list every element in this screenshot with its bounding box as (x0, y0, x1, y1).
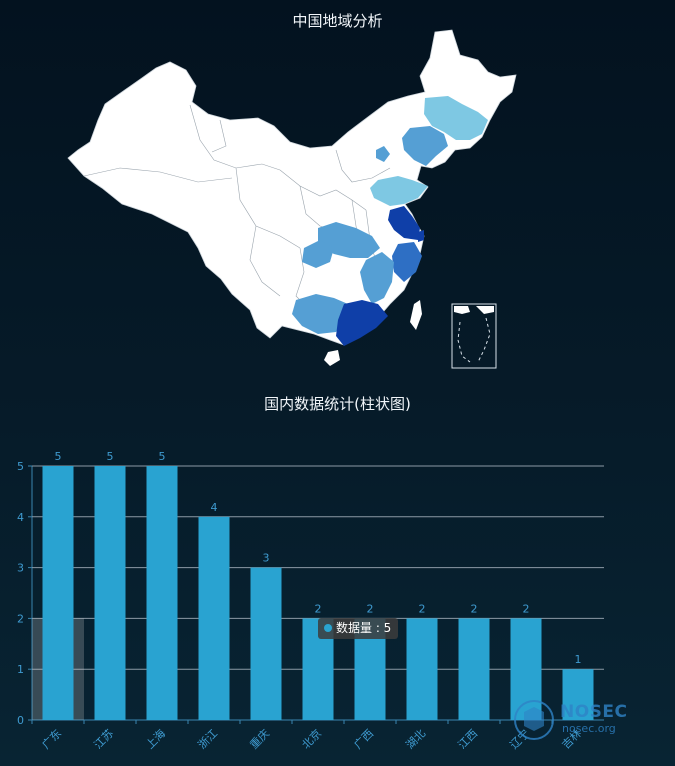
y-tick-label: 3 (17, 562, 24, 575)
x-tick-label: 广东 (39, 727, 64, 752)
bar[interactable] (458, 618, 490, 720)
bar-value-label: 2 (523, 602, 530, 615)
x-tick-label: 浙江 (195, 727, 220, 752)
bar-value-label: 2 (367, 602, 374, 615)
y-tick-label: 4 (17, 511, 24, 524)
watermark-brand: NOSEC (560, 702, 628, 722)
watermark-site: nosec.org (562, 722, 616, 735)
x-tick-label: 北京 (299, 726, 324, 751)
province-heilongjiang-jilin[interactable] (424, 96, 488, 140)
bar[interactable] (146, 466, 178, 720)
province-zhejiang[interactable] (392, 242, 422, 282)
bar[interactable] (42, 466, 74, 720)
bar-value-label: 2 (419, 602, 426, 615)
x-tick-label: 湖北 (403, 727, 428, 752)
province-guangdong[interactable] (336, 300, 388, 346)
province-shandong[interactable] (370, 176, 428, 206)
tooltip-marker-icon (324, 624, 332, 632)
x-tick-label: 上海 (143, 726, 168, 751)
bar[interactable] (198, 516, 230, 720)
bar[interactable] (94, 466, 126, 720)
tooltip-text: 数据量 : 5 (336, 621, 392, 635)
province-chongqing[interactable] (302, 240, 334, 268)
bar[interactable] (562, 669, 594, 720)
bar[interactable] (406, 618, 438, 720)
province-guangxi[interactable] (292, 294, 348, 334)
bar-value-label: 5 (107, 450, 114, 463)
bar[interactable] (250, 567, 282, 720)
chart-tooltip: 数据量 : 5 (318, 618, 399, 639)
bar-value-label: 2 (315, 602, 322, 615)
map-title: 中国地域分析 (292, 12, 383, 30)
watermark: NOSEC nosec.org (512, 698, 627, 740)
y-tick-label: 0 (17, 714, 24, 727)
province-jiangxi[interactable] (360, 252, 394, 304)
province-liaoning[interactable] (402, 126, 448, 166)
y-tick-label: 2 (17, 612, 24, 625)
province-jiangsu[interactable] (388, 206, 420, 240)
bar-chart-title: 国内数据统计(柱状图) (264, 395, 411, 413)
south-sea-inset (451, 303, 497, 369)
y-tick-label: 5 (17, 460, 24, 473)
province-beijing[interactable] (376, 146, 390, 162)
bar-value-label: 5 (159, 450, 166, 463)
x-tick-label: 江西 (455, 727, 480, 752)
x-tick-label: 重庆 (247, 726, 272, 751)
bar-value-label: 4 (211, 501, 218, 514)
nosec-logo-icon (514, 700, 554, 740)
china-map (67, 29, 517, 369)
x-tick-label: 广西 (351, 727, 376, 752)
bar-value-label: 3 (263, 552, 270, 565)
bar-value-label: 5 (55, 450, 62, 463)
bar-value-label: 1 (575, 653, 582, 666)
y-tick-label: 1 (17, 663, 24, 676)
x-tick-label: 江苏 (91, 727, 116, 752)
map-hainan[interactable] (324, 350, 340, 366)
bar-value-label: 2 (471, 602, 478, 615)
map-taiwan[interactable] (410, 300, 422, 330)
province-shanghai[interactable] (418, 230, 424, 242)
